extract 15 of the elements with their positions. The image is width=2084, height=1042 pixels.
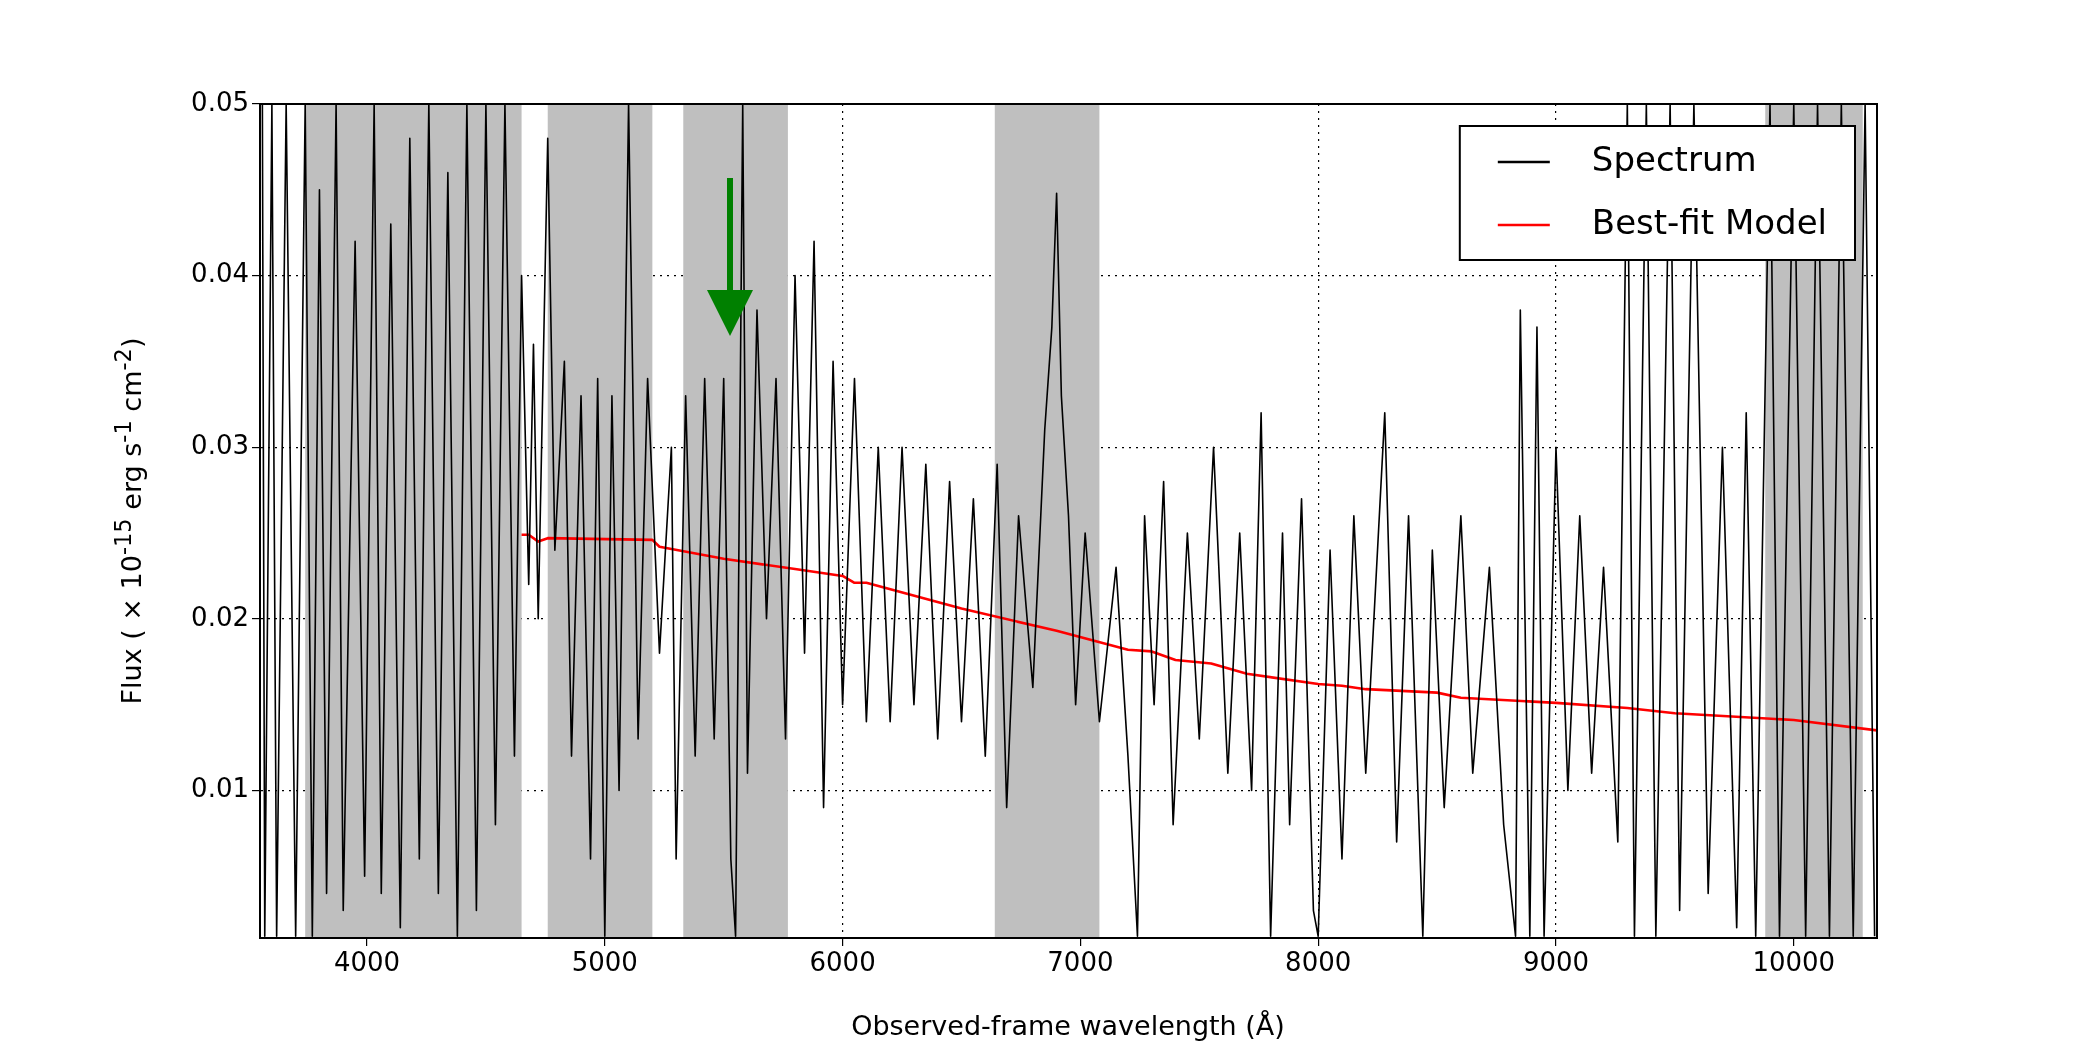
- x-tick-label: 9000: [1522, 947, 1590, 978]
- x-tick-label: 4000: [333, 947, 401, 978]
- legend-label: Spectrum: [1591, 138, 1757, 179]
- x-axis-title: Observed-frame wavelength (Å): [851, 1009, 1285, 1041]
- x-tick-label: 8000: [1285, 947, 1352, 978]
- legend-label: Best-fit Model: [1591, 201, 1828, 242]
- x-tick-label: 5000: [571, 947, 638, 978]
- y-tick-label: 0.05: [191, 86, 249, 117]
- y-tick-label: 0.02: [191, 601, 249, 632]
- x-tick-label: 6000: [809, 947, 876, 978]
- y-tick-label: 0.03: [191, 429, 249, 460]
- x-tick-label: 7000: [1047, 947, 1114, 978]
- x-tick-label: 10000: [1752, 947, 1836, 978]
- y-tick-label: 0.04: [191, 258, 249, 289]
- y-tick-label: 0.01: [191, 773, 249, 804]
